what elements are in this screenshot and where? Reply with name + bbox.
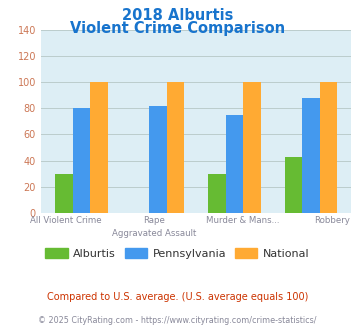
Legend: Alburtis, Pennsylvania, National: Alburtis, Pennsylvania, National [41,244,314,263]
Text: Aggravated Assault: Aggravated Assault [112,229,197,238]
Text: Violent Crime Comparison: Violent Crime Comparison [70,21,285,36]
Bar [55,174,72,213]
Bar [284,157,302,213]
Bar [208,174,225,213]
Text: Compared to U.S. average. (U.S. average equals 100): Compared to U.S. average. (U.S. average … [47,292,308,302]
Bar [225,115,243,213]
Bar [302,98,320,213]
Bar [320,82,337,213]
Text: © 2025 CityRating.com - https://www.cityrating.com/crime-statistics/: © 2025 CityRating.com - https://www.city… [38,316,317,325]
Bar [149,106,167,213]
Text: Rape: Rape [143,216,165,225]
Text: Robbery: Robbery [314,216,350,225]
Bar [167,82,184,213]
Bar [72,108,90,213]
Text: 2018 Alburtis: 2018 Alburtis [122,8,233,23]
Text: All Violent Crime: All Violent Crime [30,216,102,225]
Bar [90,82,108,213]
Text: Murder & Mans...: Murder & Mans... [206,216,280,225]
Bar [243,82,261,213]
